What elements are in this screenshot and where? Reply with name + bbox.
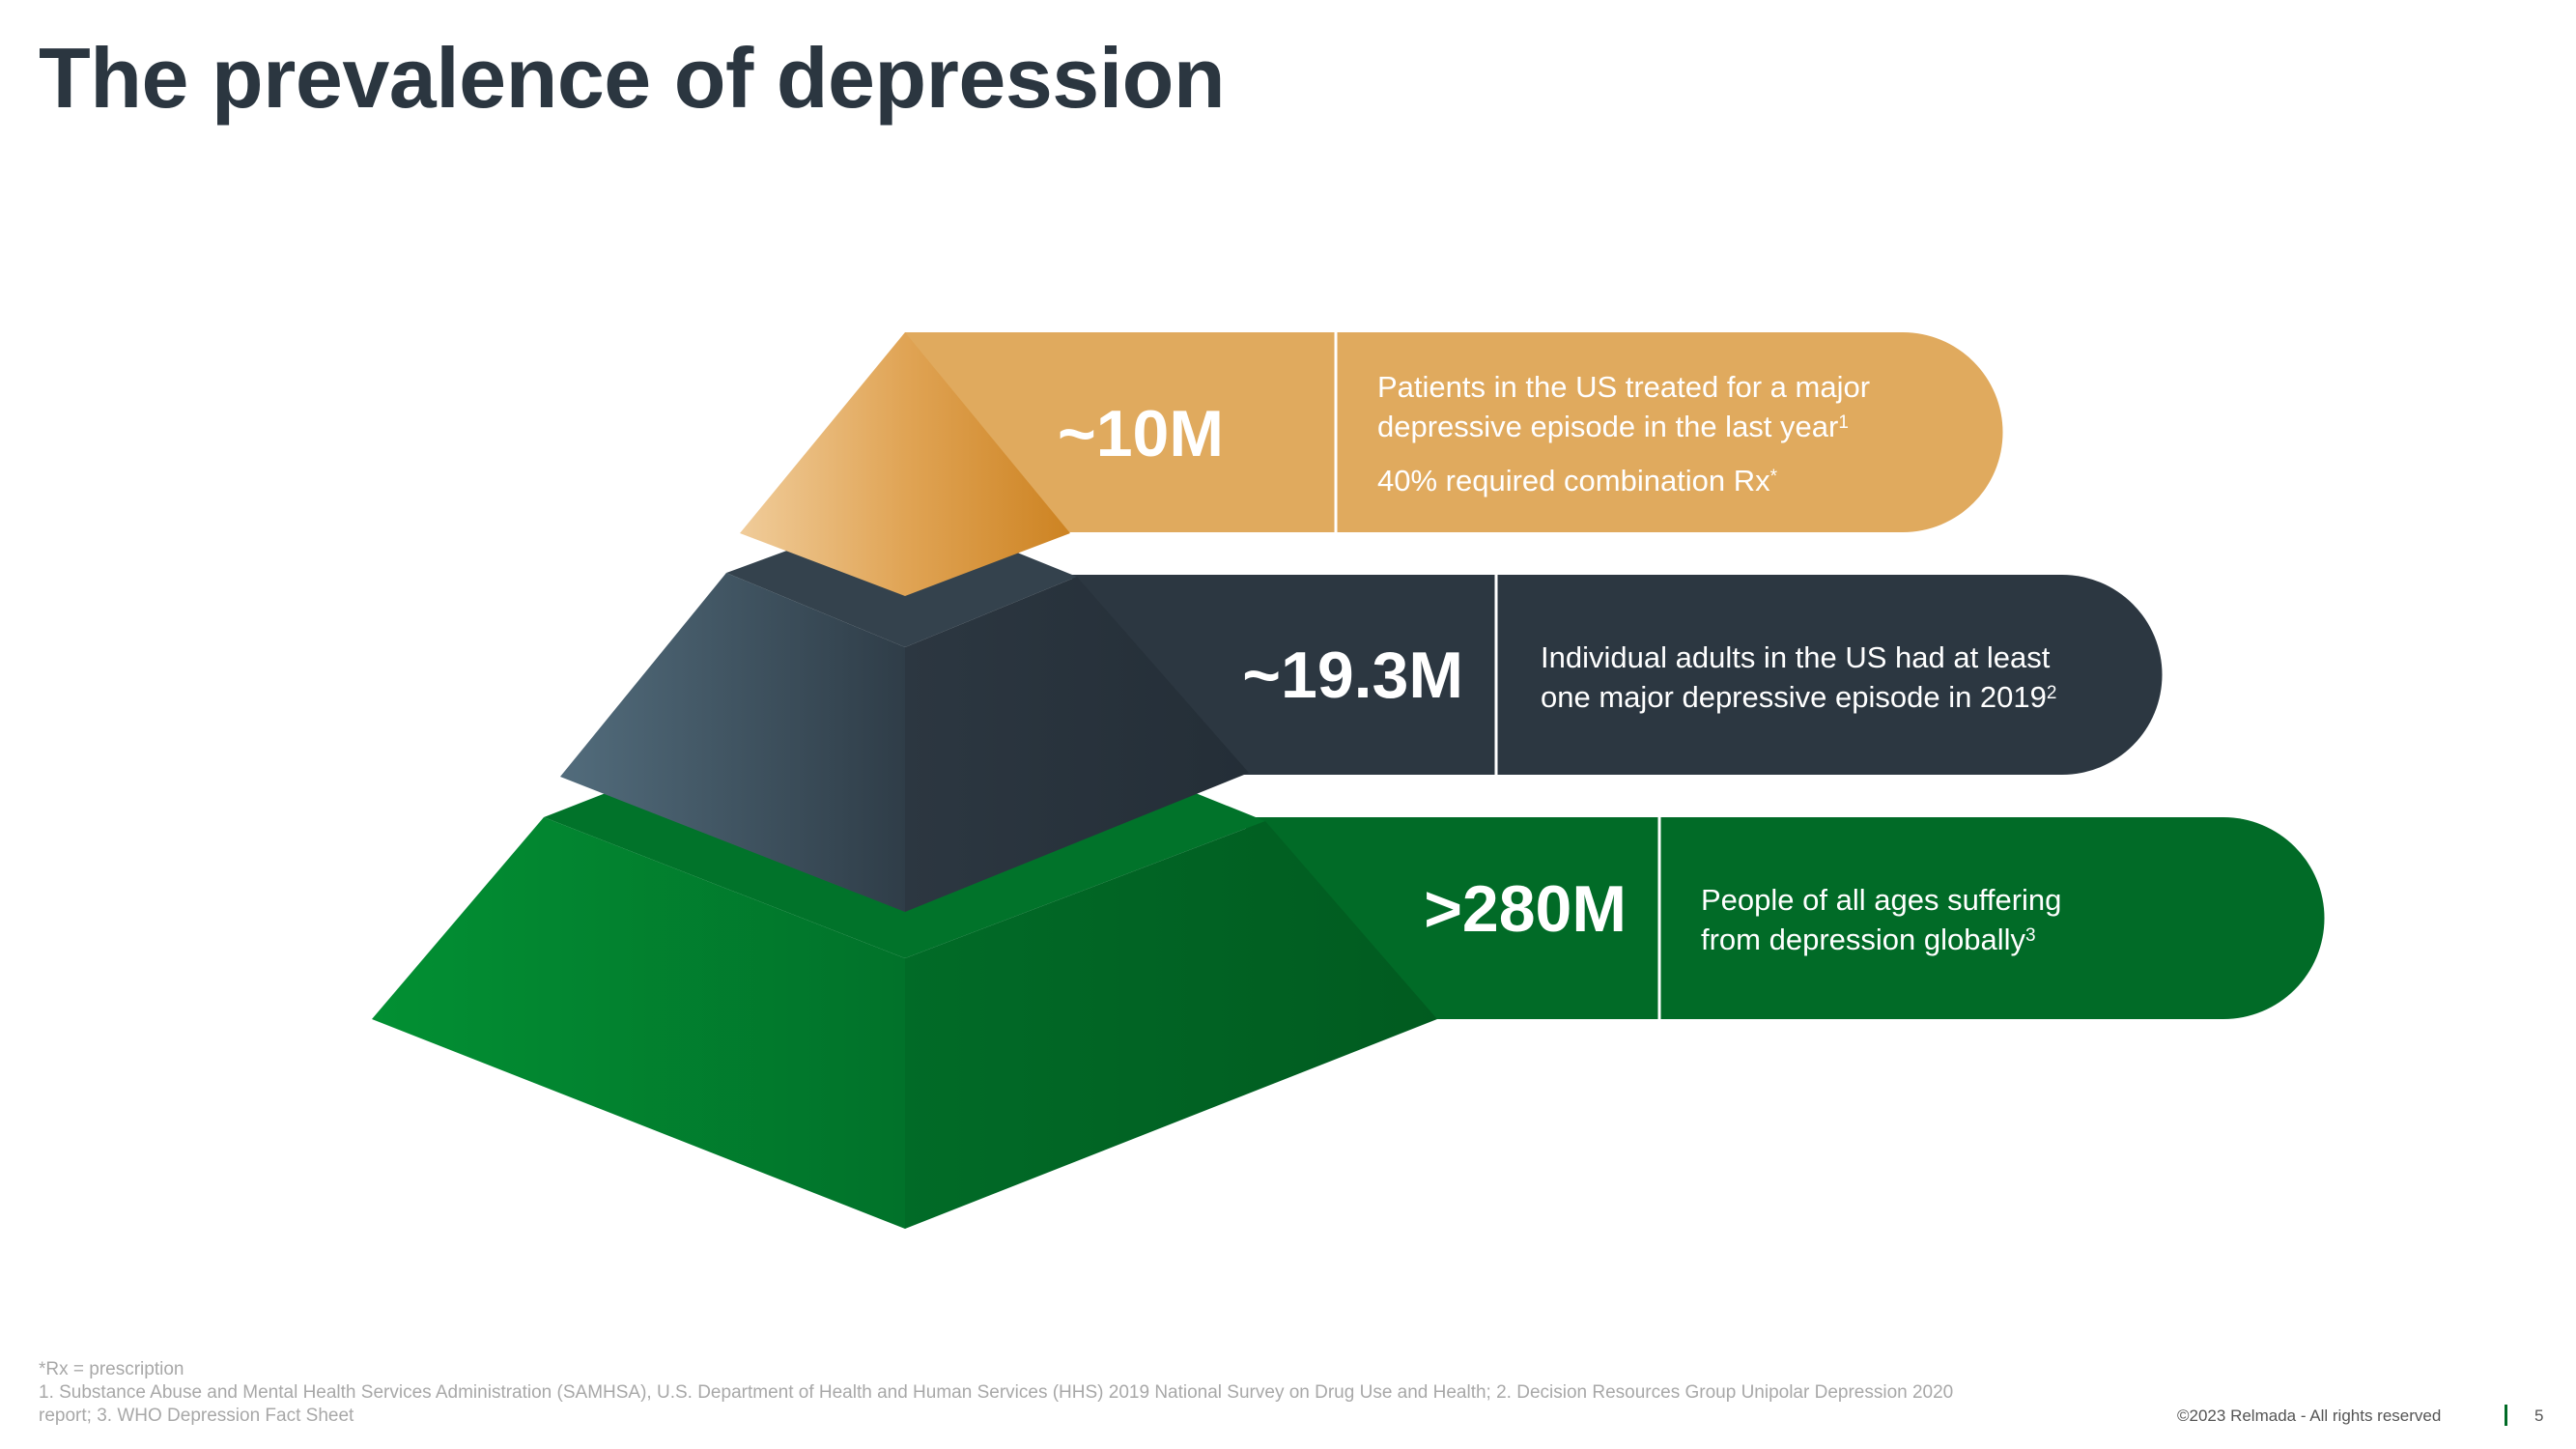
tier3-value: >280M — [1424, 872, 1627, 946]
tier3-line1: People of all ages suffering — [1701, 883, 2062, 917]
copyright: ©2023 Relmada - All rights reserved — [2177, 1406, 2442, 1425]
footer-divider — [2505, 1405, 2507, 1426]
tier2-band — [1072, 575, 2163, 775]
tier1-extra: 40% required combination Rx* — [1377, 464, 1778, 497]
page-title: The prevalence of depression — [39, 30, 1226, 126]
tier1-band — [905, 332, 2003, 532]
footnotes: *Rx = prescription 1. Substance Abuse an… — [39, 1358, 1953, 1428]
footnote-refs-2: report; 3. WHO Depression Fact Sheet — [39, 1406, 354, 1426]
footnote-refs-1: 1. Substance Abuse and Mental Health Ser… — [39, 1382, 1954, 1403]
tier2-line1: Individual adults in the US had at least — [1541, 640, 2051, 674]
tier3-band — [1246, 817, 2325, 1019]
tier2-line2: one major depressive episode in 20192 — [1541, 680, 2057, 714]
tier3-description: People of all ages suffering from depres… — [1701, 880, 2061, 959]
tier2-description: Individual adults in the US had at least… — [1541, 638, 2056, 717]
footnote-rx: *Rx = prescription — [39, 1359, 184, 1379]
tier2-value: ~19.3M — [1242, 639, 1463, 712]
page-number: 5 — [2534, 1406, 2544, 1425]
tier1-line2: depressive episode in the last year1 — [1377, 410, 1849, 443]
tier3-left-face — [372, 817, 905, 1229]
tier3-line2: from depression globally3 — [1701, 923, 2036, 956]
tier1-line1: Patients in the US treated for a major — [1377, 370, 1871, 404]
tier3-right-face — [905, 821, 1437, 1229]
tier2-right-face — [905, 577, 1249, 912]
tier2-left-face — [560, 573, 905, 912]
tier1-description: Patients in the US treated for a major d… — [1377, 367, 1870, 500]
tier1-right-face — [905, 332, 1070, 596]
tier1-left-face — [740, 332, 905, 596]
tier1-value: ~10M — [1058, 397, 1224, 470]
